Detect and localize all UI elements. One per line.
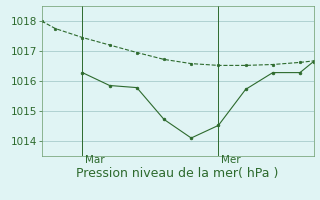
Text: Mer: Mer bbox=[221, 155, 241, 165]
X-axis label: Pression niveau de la mer( hPa ): Pression niveau de la mer( hPa ) bbox=[76, 167, 279, 180]
Text: Mar: Mar bbox=[85, 155, 105, 165]
